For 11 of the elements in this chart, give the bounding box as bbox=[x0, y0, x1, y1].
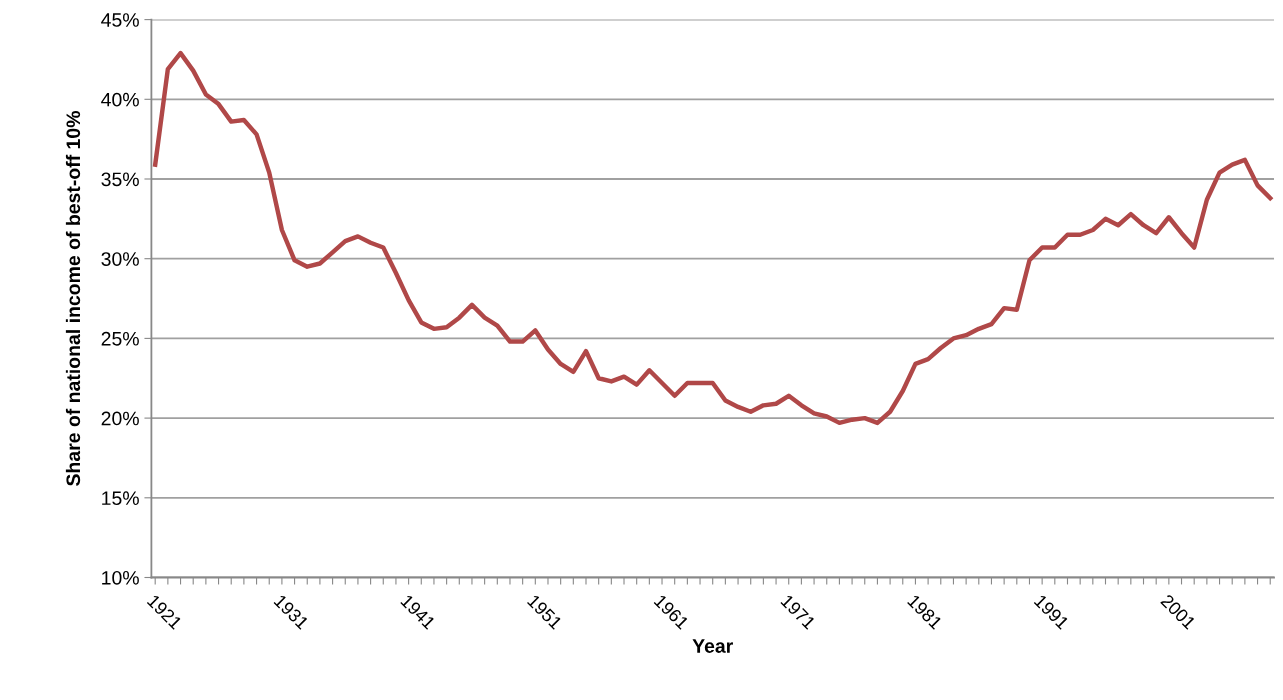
y-tick-label: 25% bbox=[101, 331, 139, 346]
y-tick-label: 40% bbox=[101, 92, 139, 107]
y-axis-title: Share of national income of best-off 10% bbox=[65, 111, 81, 486]
line-series bbox=[152, 50, 1273, 426]
y-tick-label: 45% bbox=[101, 13, 139, 27]
y-tick-label: 35% bbox=[101, 172, 139, 187]
y-tick-label: 20% bbox=[101, 411, 139, 426]
x-axis-title: Year bbox=[692, 639, 733, 653]
y-tick-label: 30% bbox=[101, 252, 139, 266]
y-tick-label: 15% bbox=[102, 491, 139, 506]
y-tick-label: 10% bbox=[102, 570, 139, 585]
